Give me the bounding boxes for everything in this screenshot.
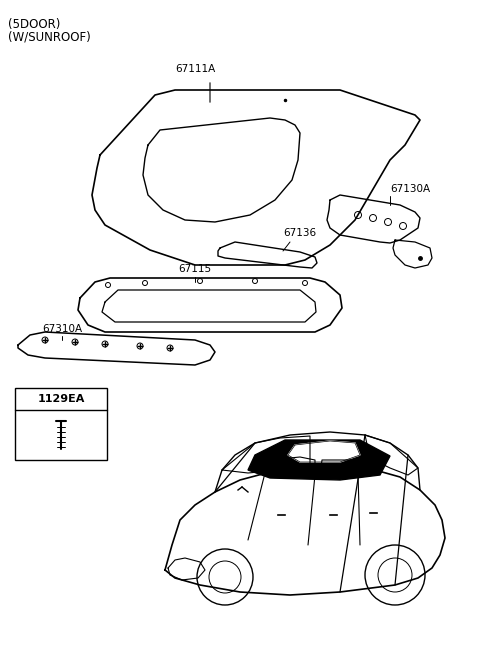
Polygon shape [248,440,390,480]
Text: 67115: 67115 [179,264,212,274]
FancyBboxPatch shape [15,388,107,460]
Text: (5DOOR): (5DOOR) [8,18,60,31]
Text: 67310A: 67310A [42,324,82,334]
Polygon shape [288,441,360,462]
Text: 67111A: 67111A [175,64,215,74]
Text: 67130A: 67130A [390,184,430,194]
Text: 67136: 67136 [283,228,316,238]
Text: (W/SUNROOF): (W/SUNROOF) [8,30,91,43]
Text: 1129EA: 1129EA [37,394,84,404]
